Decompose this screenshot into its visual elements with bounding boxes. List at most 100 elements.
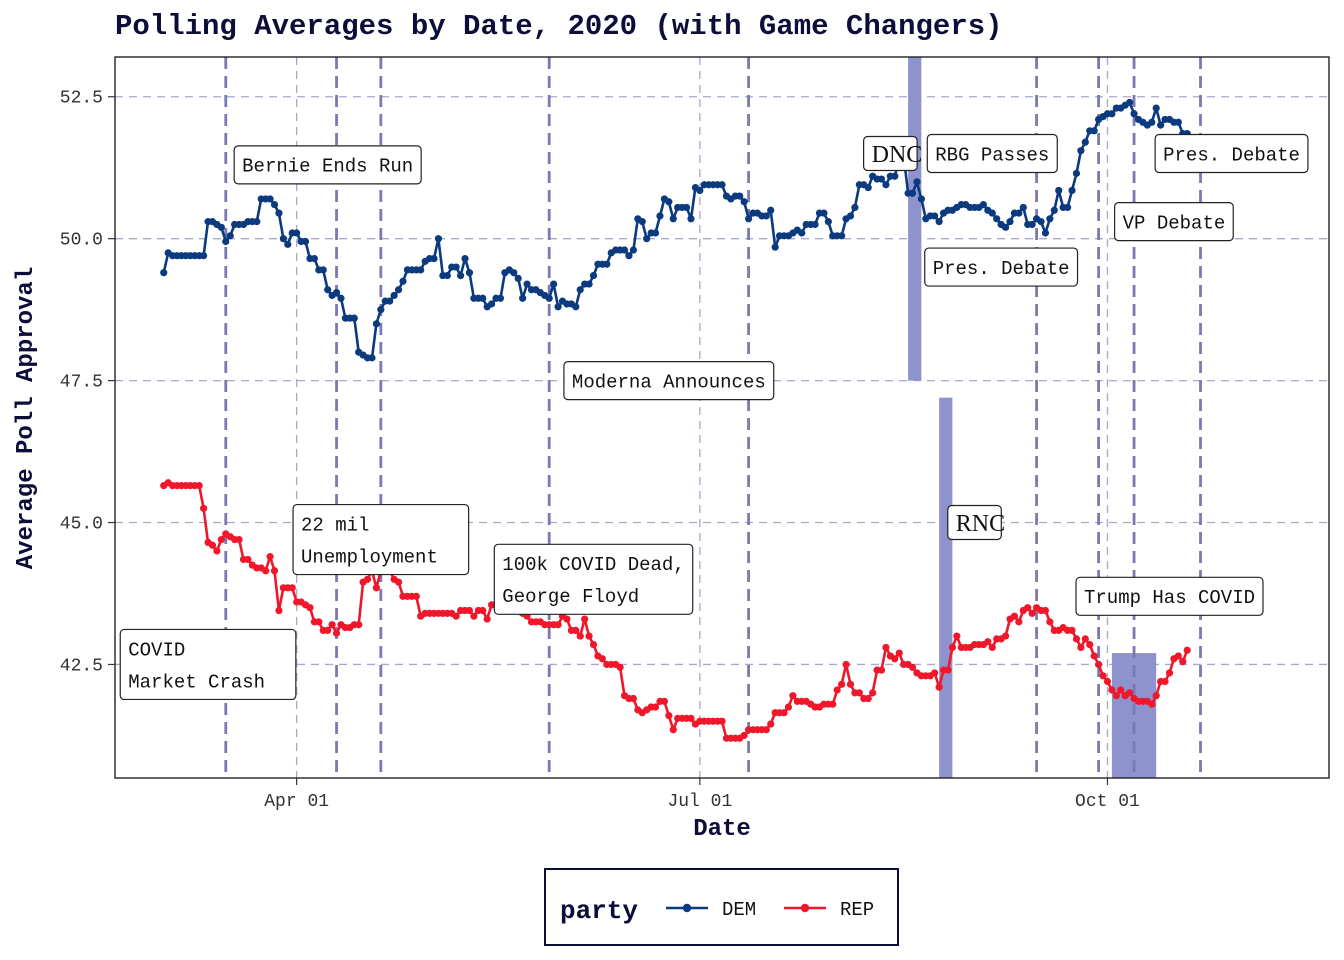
data-point-dem xyxy=(1063,203,1072,212)
data-point-dem xyxy=(523,280,531,288)
data-point-dem xyxy=(669,215,677,223)
data-point-dem xyxy=(350,314,358,322)
data-point-rep xyxy=(842,660,850,669)
data-point-dem xyxy=(877,175,886,183)
data-point-dem xyxy=(226,232,234,240)
data-point-rep xyxy=(1179,658,1187,666)
data-point-dem xyxy=(514,274,522,283)
data-point-rep xyxy=(585,632,593,640)
data-point-dem xyxy=(1148,118,1156,126)
data-point-dem xyxy=(811,220,819,229)
data-point-rep xyxy=(789,692,797,700)
data-point-rep xyxy=(581,615,589,623)
data-point-rep xyxy=(589,640,598,649)
annotation-box xyxy=(1075,576,1264,616)
data-point-dem xyxy=(1108,110,1116,118)
annotation-box xyxy=(1154,133,1309,174)
data-point-dem xyxy=(266,195,274,203)
data-point-dem xyxy=(1072,169,1081,177)
data-point-rep xyxy=(372,584,381,592)
annotation-text: RNC xyxy=(956,511,1005,537)
annotation-text: VP Debate xyxy=(1123,212,1226,234)
data-point-rep xyxy=(217,535,225,544)
y-axis-title: Average Poll Approval xyxy=(13,267,40,569)
data-point-dem xyxy=(488,300,496,308)
annotation-text: Pres. Debate xyxy=(1163,144,1300,166)
legend-marker xyxy=(800,903,810,913)
series-lines xyxy=(160,98,1191,742)
annotation-box xyxy=(1114,202,1234,242)
data-point-dem xyxy=(1081,138,1089,146)
data-point-rep xyxy=(479,606,487,615)
data-point-rep xyxy=(740,731,748,740)
data-point-rep xyxy=(483,615,491,623)
data-point-rep xyxy=(1090,652,1098,660)
data-point-rep xyxy=(1117,686,1125,694)
data-point-dem xyxy=(1077,147,1085,155)
data-point-dem xyxy=(443,271,451,280)
annotation-box xyxy=(863,135,918,172)
data-point-dem xyxy=(1068,186,1076,195)
y-tick-label: 52.5 xyxy=(60,89,103,109)
data-point-dem xyxy=(394,286,403,294)
annotation-text: George Floyd xyxy=(502,586,639,608)
y-tick-label: 45.0 xyxy=(60,515,103,535)
data-point-dem xyxy=(324,286,332,294)
data-point-dem xyxy=(253,218,261,226)
data-point-dem xyxy=(368,354,376,362)
annotation-label: 22 mil Unemployment xyxy=(292,503,470,576)
annotation-box xyxy=(292,503,470,576)
y-tick-label: 50.0 xyxy=(60,231,103,251)
legend: party DEM REP xyxy=(544,868,899,946)
data-point-dem xyxy=(337,294,345,302)
data-point-rep xyxy=(877,666,886,674)
legend-title: party xyxy=(560,896,638,926)
data-point-dem xyxy=(417,266,425,274)
data-point-dem xyxy=(682,203,691,212)
data-point-dem xyxy=(270,201,279,209)
data-point-dem xyxy=(620,246,629,254)
data-point-rep xyxy=(784,703,793,711)
annotation-text: Market Crash xyxy=(128,671,265,693)
data-point-rep xyxy=(687,714,695,722)
convention-bar xyxy=(908,57,922,381)
data-point-rep xyxy=(470,612,478,620)
data-point-rep xyxy=(944,666,952,674)
data-point-dem xyxy=(399,277,407,285)
data-point-dem xyxy=(1130,110,1138,118)
data-point-rep xyxy=(554,621,562,629)
data-point-dem xyxy=(390,291,398,300)
data-point-dem xyxy=(864,183,872,192)
data-point-rep xyxy=(948,643,956,652)
legend-marker xyxy=(682,903,692,913)
data-point-dem xyxy=(913,178,921,186)
data-point-rep xyxy=(324,626,332,634)
y-axis: 42.5 45.0 47.5 50.0 52.5 xyxy=(60,89,115,676)
data-point-dem xyxy=(744,215,753,223)
data-point-rep xyxy=(935,683,943,691)
data-point-dem xyxy=(1050,206,1058,214)
data-point-rep xyxy=(195,482,203,490)
data-point-dem xyxy=(1019,203,1027,212)
data-point-dem xyxy=(917,195,925,203)
data-point-dem xyxy=(372,320,381,328)
annotation-box xyxy=(926,133,1058,174)
x-tick-label: Oct 01 xyxy=(1075,792,1140,812)
x-axis-title: Date xyxy=(693,816,751,843)
annotation-label: RBG Passes xyxy=(926,133,1058,174)
legend-label: DEM xyxy=(722,899,756,921)
data-point-dem xyxy=(767,206,775,214)
data-point-dem xyxy=(603,260,611,268)
data-point-dem xyxy=(519,294,527,302)
annotation-box xyxy=(924,247,1079,287)
data-point-rep xyxy=(895,649,903,657)
annotation-text: Unemployment xyxy=(301,546,438,568)
annotation-box xyxy=(493,543,694,615)
data-point-rep xyxy=(629,694,637,703)
data-point-dem xyxy=(386,297,394,305)
data-point-dem xyxy=(576,286,584,294)
annotation-text: 22 mil xyxy=(301,514,369,536)
annotation-label: Bernie Ends Run xyxy=(233,145,422,185)
data-point-dem xyxy=(319,266,327,274)
data-point-dem xyxy=(1055,186,1063,195)
